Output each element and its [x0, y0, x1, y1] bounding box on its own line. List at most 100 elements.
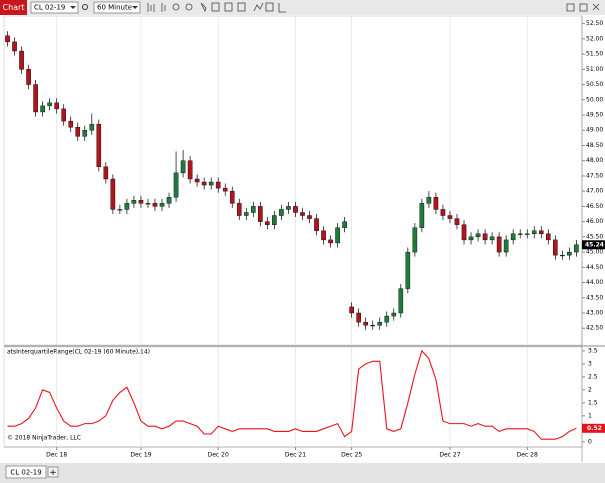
add-tab-label[interactable]: + — [49, 468, 57, 478]
candle-body — [75, 126, 81, 137]
candle-body — [117, 209, 123, 211]
y-tick-label: 46.00 — [586, 218, 603, 225]
candle-body — [342, 221, 347, 228]
y-tick-label: 1 — [588, 412, 592, 419]
candle-body — [377, 321, 383, 326]
y-tick-label: 43.00 — [586, 310, 603, 317]
y-tick-label: 47.00 — [586, 188, 603, 195]
x-tick-label: Dec 19 — [130, 452, 151, 459]
candle-body — [433, 197, 439, 210]
y-tick-label: 44.50 — [586, 264, 603, 271]
candle-body — [33, 84, 38, 113]
candle-body — [545, 233, 551, 241]
candle-body — [12, 41, 17, 52]
candle-body — [328, 239, 333, 244]
candle-body — [26, 69, 31, 85]
y-tick-label: 43.50 — [586, 294, 603, 301]
dropdown-arrow — [70, 6, 76, 9]
y-tick-label: 45.00 — [586, 249, 603, 256]
y-tick-label: 0 — [588, 438, 592, 445]
candle-body — [314, 218, 319, 231]
add-tab[interactable] — [47, 466, 59, 478]
x-tick-label: Dec 21 — [285, 452, 306, 459]
y-tick-label: 51.50 — [586, 51, 603, 58]
candle-body — [356, 312, 361, 323]
instrument-select[interactable] — [30, 1, 79, 14]
candle-body — [89, 123, 95, 131]
candle-body — [293, 206, 298, 213]
x-tick-label: Dec 20 — [208, 452, 229, 459]
indicator-title: atsInterquartileRange(CL 02-19 (60 Minut… — [7, 349, 150, 356]
candle-body — [553, 239, 558, 256]
candle-body — [187, 160, 193, 180]
y-tick-label: 1.5 — [588, 399, 598, 406]
price-marker-label: 45.24 — [585, 241, 604, 248]
candle-body — [531, 230, 537, 235]
y-tick-label: 52.50 — [586, 20, 603, 27]
candle-body — [110, 178, 116, 210]
candle-body — [567, 251, 572, 256]
candle-body — [349, 306, 354, 314]
y-tick-label: 48.00 — [586, 157, 603, 164]
candle-body — [398, 288, 404, 314]
candle-body — [370, 324, 376, 327]
candle-body — [419, 203, 425, 228]
candle-body — [538, 230, 544, 235]
chart-tab-label[interactable]: Chart — [3, 3, 25, 12]
value-marker — [582, 423, 605, 433]
y-tick-label: 45.50 — [586, 233, 603, 240]
candle-body — [96, 123, 102, 167]
y-tick-label: 47.50 — [586, 172, 603, 179]
y-tick-label: 49.00 — [586, 127, 603, 134]
candle-body — [405, 251, 411, 289]
instrument-label[interactable]: CL 02-19 — [34, 4, 65, 12]
candle-body — [391, 312, 397, 317]
candle-body — [440, 209, 446, 216]
candle-body — [426, 197, 432, 204]
indicator-panel — [3, 346, 583, 448]
candle-body — [173, 172, 179, 198]
candle-body — [447, 215, 453, 219]
candle-body — [251, 206, 256, 213]
dropdown-arrow — [132, 6, 138, 9]
candle-body — [560, 254, 565, 257]
candle-body — [279, 209, 284, 216]
interval-select[interactable] — [93, 1, 141, 14]
candle-body — [215, 181, 221, 189]
tab-bar — [0, 463, 605, 483]
candle-body — [482, 233, 488, 241]
value-marker-label: 0.52 — [587, 425, 602, 432]
toolbar-icons[interactable] — [147, 2, 600, 13]
search-icon[interactable] — [82, 4, 88, 10]
candle-body — [222, 187, 228, 192]
instrument-tab[interactable] — [5, 465, 47, 479]
candle-body — [496, 236, 502, 253]
candle-body — [68, 120, 74, 128]
x-tick-label: Dec 28 — [517, 452, 538, 459]
interval-label[interactable]: 60 Minute — [97, 4, 132, 12]
candle-body — [152, 203, 158, 207]
candle-body — [517, 233, 523, 235]
y-tick-label: 42.50 — [586, 325, 603, 332]
candle-body — [145, 203, 151, 205]
x-tick-label: Dec 27 — [439, 452, 460, 459]
plot-layer: Dec 18 Dec 19 Dec 20 Dec 21 Dec 25 Dec 27 Dec … — [5, 16, 605, 459]
candle-body — [363, 321, 368, 326]
candle-body — [265, 221, 270, 225]
toolbar: Chart CL 02-19 60 Minute — [0, 0, 605, 15]
y-tick-label: 49.50 — [586, 112, 603, 119]
candle-body — [524, 233, 530, 235]
candle-body — [510, 233, 516, 241]
candle-body — [194, 178, 200, 183]
candle-body — [412, 227, 418, 253]
y-tick-label: 50.00 — [586, 96, 603, 103]
candle-body — [19, 50, 24, 70]
candle-body — [229, 190, 235, 204]
candle-body — [574, 244, 579, 253]
chart-tab[interactable] — [0, 0, 27, 15]
candle-body — [82, 130, 88, 137]
y-tick-label: 3.5 — [588, 347, 598, 354]
candle-body — [47, 102, 52, 107]
instrument-tab-label[interactable]: CL 02-19 — [10, 469, 41, 477]
